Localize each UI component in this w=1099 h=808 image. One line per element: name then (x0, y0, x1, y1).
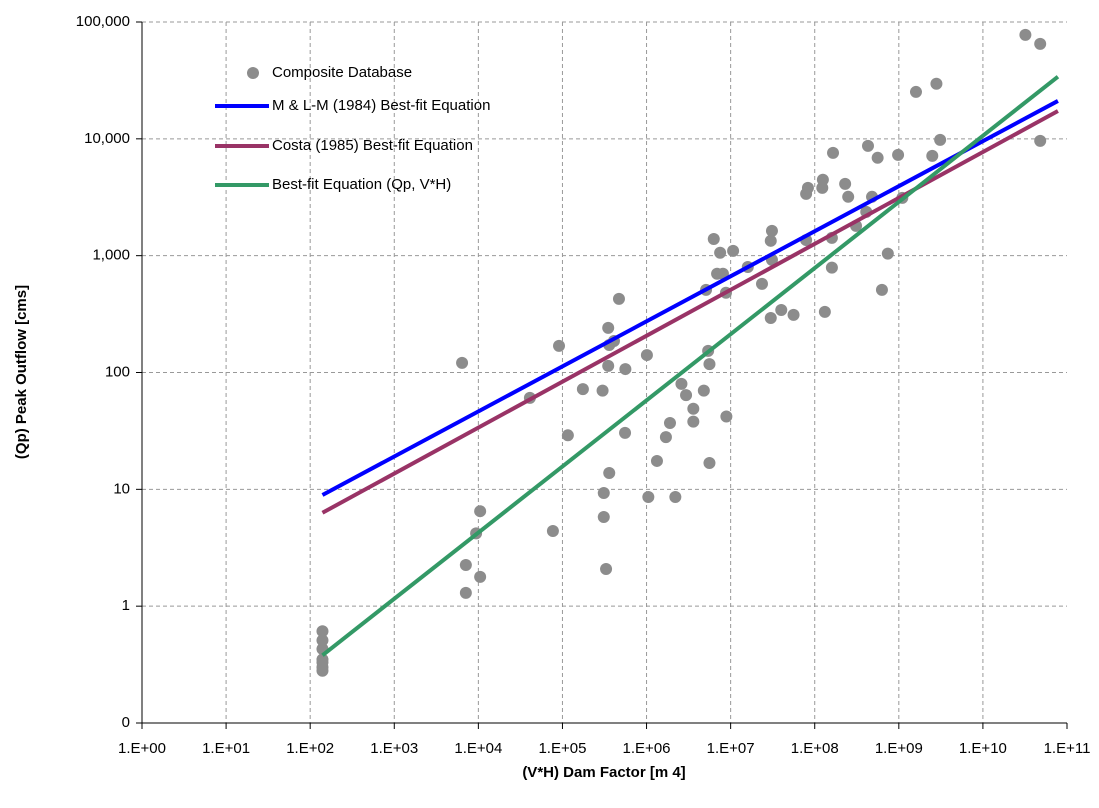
data-point (687, 415, 700, 428)
data-point (930, 77, 943, 90)
y-tick-label: 0 (122, 714, 130, 731)
x-tick-label: 1.E+09 (875, 740, 923, 757)
x-tick-label: 1.E+05 (538, 740, 586, 757)
data-point (801, 181, 814, 194)
data-point (546, 524, 559, 537)
data-point (669, 490, 682, 503)
data-point (697, 384, 710, 397)
data-point (619, 363, 632, 376)
data-point (553, 339, 566, 352)
data-point (459, 586, 472, 599)
x-tick-label: 1.E+06 (623, 740, 671, 757)
y-tick-label: 1 (122, 597, 130, 614)
data-point (816, 173, 829, 186)
data-point (787, 308, 800, 321)
data-point (934, 133, 947, 146)
data-point (881, 247, 894, 260)
x-tick-label: 1.E+11 (1044, 740, 1091, 757)
y-tick-label: 10 (113, 480, 130, 497)
data-point (720, 410, 733, 423)
data-point (1034, 134, 1047, 147)
data-point (602, 321, 615, 334)
x-tick-label: 1.E+00 (118, 740, 166, 757)
data-point (619, 426, 632, 439)
data-point (839, 177, 852, 190)
data-point (714, 246, 727, 259)
data-point (474, 570, 487, 583)
y-tick-label: 1,000 (92, 247, 130, 264)
data-point (659, 431, 672, 444)
data-point (597, 487, 610, 500)
x-axis-title: (V*H) Dam Factor [m 4] (522, 764, 685, 781)
x-tick-label: 1.E+04 (454, 740, 502, 757)
data-point (892, 148, 905, 161)
data-point (675, 377, 688, 390)
x-tick-label: 1.E+08 (791, 740, 839, 757)
data-point (663, 416, 676, 429)
x-tick-label: 1.E+07 (707, 740, 755, 757)
data-point (818, 305, 831, 318)
data-point (597, 510, 610, 523)
data-point (650, 454, 663, 467)
data-point (926, 149, 939, 162)
data-point (474, 505, 487, 518)
data-point (1034, 37, 1047, 50)
data-point (707, 232, 720, 245)
x-tick-label: 1.E+03 (370, 740, 418, 757)
x-tick-label: 1.E+10 (959, 740, 1007, 757)
data-point (875, 283, 888, 296)
data-point (764, 234, 777, 247)
y-tick-label: 10,000 (84, 130, 130, 147)
legend-label: Composite Database (272, 64, 412, 81)
data-point (640, 349, 653, 362)
data-point (316, 664, 329, 677)
y-axis-title: (Qp) Peak Outflow [cms] (13, 285, 30, 459)
data-point (456, 356, 469, 369)
data-point (842, 190, 855, 203)
data-point (871, 151, 884, 164)
legend-label: M & L-M (1984) Best-fit Equation (272, 97, 490, 114)
y-tick-label: 100,000 (76, 13, 130, 30)
y-tick-label: 100 (105, 363, 130, 380)
data-point (561, 429, 574, 442)
data-point (765, 224, 778, 237)
data-point (316, 625, 329, 638)
data-point (316, 634, 329, 647)
data-point (687, 402, 700, 415)
legend-marker (247, 67, 259, 79)
data-point (727, 244, 740, 257)
fit-line (321, 109, 1059, 515)
fit-line (321, 75, 1060, 657)
data-point (764, 311, 777, 324)
x-tick-label: 1.E+02 (286, 740, 334, 757)
data-point (775, 303, 788, 316)
data-point (703, 358, 716, 371)
data-point (602, 359, 615, 372)
legend-label: Best-fit Equation (Qp, V*H) (272, 176, 451, 193)
data-point (576, 383, 589, 396)
data-point (909, 85, 922, 98)
data-point (596, 384, 609, 397)
data-point (603, 466, 616, 479)
data-point (861, 139, 874, 152)
data-point (755, 277, 768, 290)
legend-label: Costa (1985) Best-fit Equation (272, 137, 473, 154)
data-point (612, 292, 625, 305)
data-point (459, 559, 472, 572)
data-point (827, 146, 840, 159)
data-point (703, 457, 716, 470)
data-point (680, 389, 693, 402)
fit-line (321, 99, 1059, 497)
data-point (642, 490, 655, 503)
x-tick-label: 1.E+01 (202, 740, 250, 757)
data-point (825, 261, 838, 274)
data-point (600, 563, 613, 576)
data-point (1019, 28, 1032, 41)
